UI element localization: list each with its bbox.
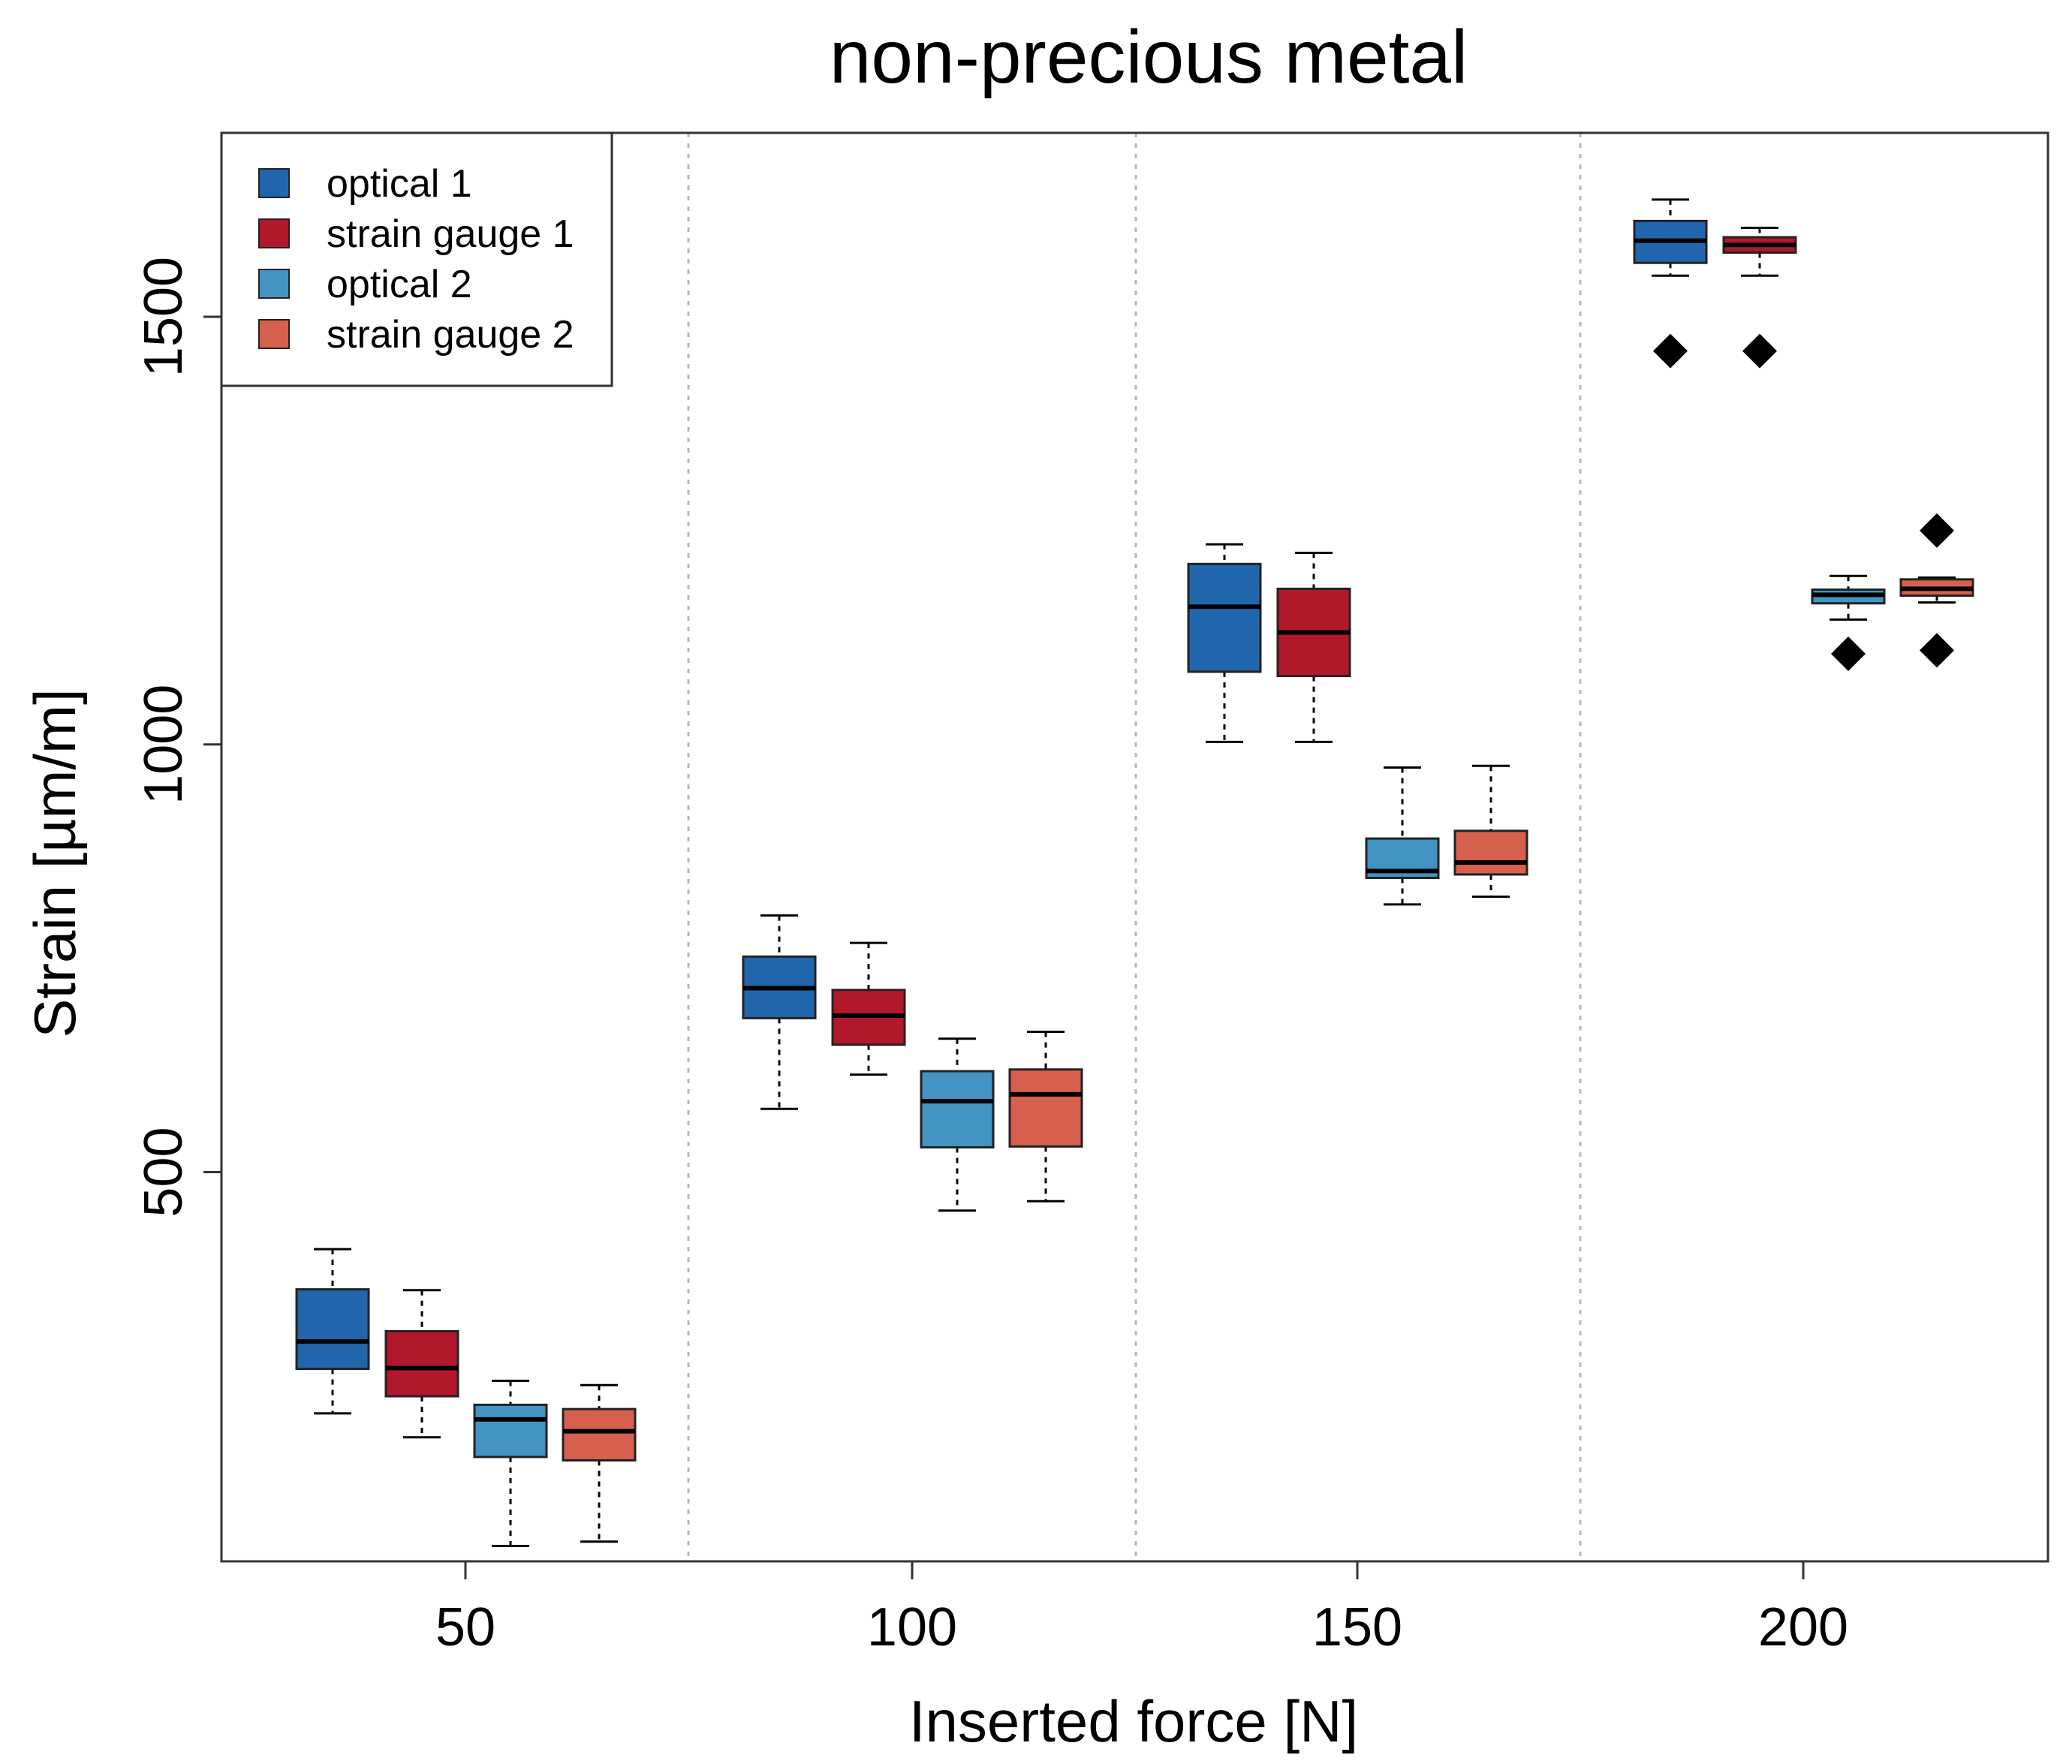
box-optical-2-150 <box>1365 766 1440 906</box>
x-tick-label: 150 <box>1312 1597 1402 1657</box>
box-series <box>295 198 1974 1547</box>
iqr-box <box>1008 1068 1083 1148</box>
series-strain-gauge-2 <box>562 513 1974 1543</box>
series-optical-2 <box>473 574 1886 1547</box>
box-strain-gauge-2-100 <box>1008 1031 1083 1203</box>
iqr-box <box>473 1403 548 1458</box>
y-tick-label: 500 <box>134 1127 194 1217</box>
box-strain-gauge-1-150 <box>1276 552 1351 743</box>
outlier-point <box>1653 333 1688 369</box>
box-optical-1-50 <box>295 1248 370 1415</box>
outlier-point <box>1742 333 1777 369</box>
box-optical-2-200 <box>1811 574 1886 671</box>
box-optical-2-50 <box>473 1380 548 1547</box>
outlier-point <box>1831 636 1866 671</box>
x-tick-label: 200 <box>1758 1597 1848 1657</box>
iqr-box <box>920 1070 995 1148</box>
box-strain-gauge-2-150 <box>1453 764 1528 899</box>
series-strain-gauge-1 <box>384 226 1797 1439</box>
legend-swatch <box>258 319 290 349</box>
outlier-point <box>1920 633 1954 668</box>
outlier-point <box>1920 513 1954 548</box>
y-tick-label: 1000 <box>134 685 194 805</box>
iqr-box <box>295 1288 370 1371</box>
legend-label: optical 1 <box>327 162 472 206</box>
box-optical-1-200 <box>1633 198 1708 369</box>
x-tick-label: 50 <box>435 1597 495 1657</box>
chart-title: non-precious metal <box>830 15 1468 99</box>
box-strain-gauge-1-200 <box>1722 226 1797 369</box>
y-axis-label: Strain [µm/m] <box>22 688 88 1037</box>
legend-swatch <box>258 269 290 299</box>
box-optical-1-150 <box>1187 543 1262 743</box>
box-strain-gauge-1-50 <box>384 1289 459 1439</box>
group-separators <box>687 133 1582 1561</box>
iqr-box <box>1453 829 1528 876</box>
series-optical-1 <box>295 198 1708 1415</box>
legend: optical 1 strain gauge 1 optical 2 strain g… <box>220 131 613 387</box>
box-optical-1-100 <box>742 914 817 1110</box>
plot-frame <box>220 131 2049 1563</box>
box-strain-gauge-2-50 <box>562 1383 637 1543</box>
box-optical-2-100 <box>920 1037 995 1212</box>
iqr-box <box>384 1329 459 1398</box>
box-strain-gauge-2-200 <box>1899 513 1974 668</box>
legend-label: optical 2 <box>327 263 472 306</box>
x-axis-label: Inserted force [N] <box>909 1688 1358 1754</box>
legend-swatch <box>258 218 290 248</box>
iqr-box <box>562 1407 637 1462</box>
legend-swatch <box>258 168 290 198</box>
legend-label: strain gauge 1 <box>327 212 574 256</box>
x-tick-label: 100 <box>867 1597 957 1657</box>
y-tick-label: 1500 <box>134 257 194 377</box>
legend-label: strain gauge 2 <box>327 313 574 357</box>
axes: 50 100 150 200 500 1000 1500 <box>134 257 1848 1657</box>
box-strain-gauge-1-100 <box>831 941 906 1076</box>
iqr-box <box>1187 562 1262 673</box>
